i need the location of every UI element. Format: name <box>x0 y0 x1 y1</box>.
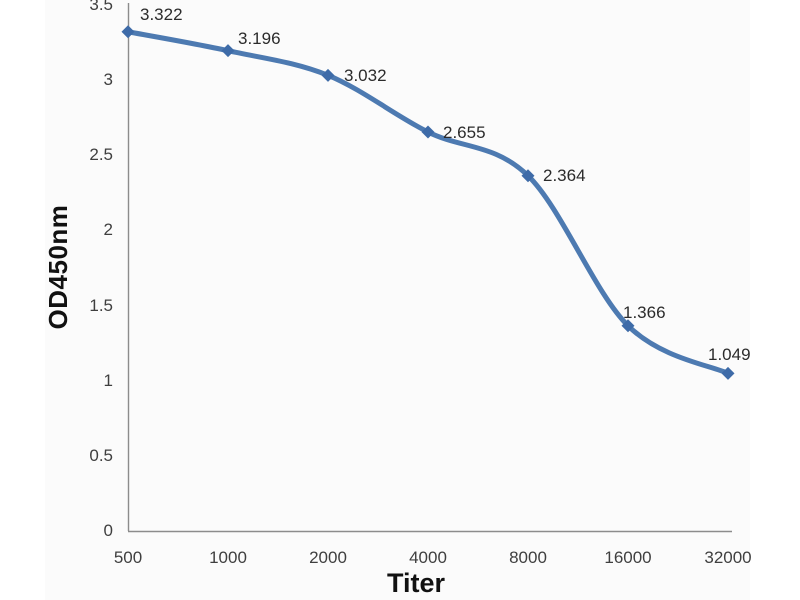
data-point-value-label: 3.032 <box>344 66 387 86</box>
y-tick-label: 1.5 <box>89 295 113 315</box>
data-series-line <box>125 29 731 376</box>
y-tick-label: 0 <box>103 521 113 540</box>
data-point-value-label: 3.196 <box>238 28 281 48</box>
data-point-value-label: 3.322 <box>140 4 183 24</box>
x-tick-label: 16000 <box>604 548 652 567</box>
y-tick-label: 3 <box>103 70 113 90</box>
data-point-marker <box>521 169 535 183</box>
x-tick-label: 4000 <box>409 548 447 567</box>
x-tick-label: 2000 <box>309 548 347 567</box>
chart-image: 0 0.5 1 1.5 2 2.5 3 3.5 500 1000 2000 4000 8000 1600… <box>43 0 752 600</box>
data-point-marker <box>721 366 735 380</box>
x-tick-label: 500 <box>113 548 143 567</box>
y-tick-label: 1 <box>103 370 113 390</box>
x-axis-title: Titer <box>386 568 446 598</box>
data-point-marker <box>321 68 335 82</box>
y-axis-title: OD450nm <box>43 204 73 330</box>
x-tick-label: 1000 <box>209 548 247 567</box>
data-point-marker <box>121 25 135 39</box>
data-point-value-label: 1.049 <box>708 345 751 365</box>
data-point-marker <box>221 44 235 58</box>
data-point-value-label: 2.655 <box>443 122 486 142</box>
data-point-value-label: 1.366 <box>623 302 666 322</box>
data-point-value-label: 2.364 <box>543 165 586 185</box>
y-tick-label: 2.5 <box>89 145 113 165</box>
y-tick-label: 3.5 <box>89 0 113 14</box>
data-point-marker <box>621 319 635 333</box>
data-point-marker <box>421 125 435 139</box>
x-tick-label: 32000 <box>704 548 752 567</box>
x-tick-label: 8000 <box>509 548 547 567</box>
y-tick-label: 2 <box>103 220 113 240</box>
y-tick-label: 0.5 <box>89 445 113 465</box>
line-chart-plot <box>121 3 735 533</box>
